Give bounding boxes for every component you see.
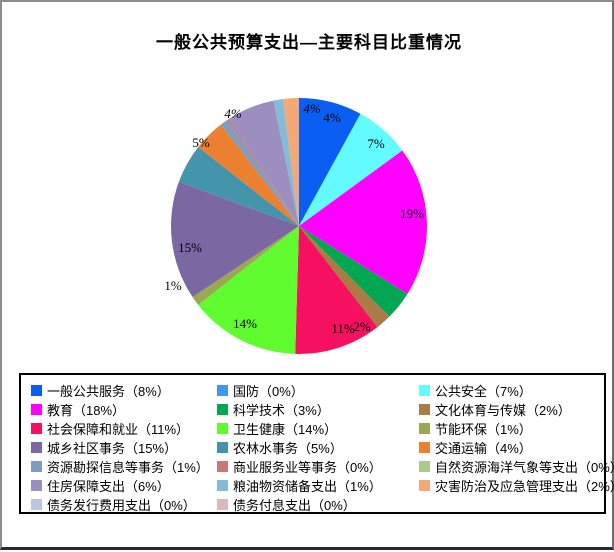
legend-label: 住房保障支出（6%） bbox=[47, 479, 170, 494]
legend-item: 灾害防治及应急管理支出（2%） bbox=[419, 476, 614, 495]
legend-label: 一般公共服务（8%） bbox=[47, 384, 170, 399]
legend-swatch bbox=[217, 423, 228, 434]
legend-label: 教育（18%） bbox=[47, 403, 126, 418]
pie-slice bbox=[282, 98, 299, 226]
legend-swatch bbox=[31, 442, 42, 453]
pie-slice bbox=[229, 100, 299, 226]
chart-title: 一般公共预算支出—主要科目比重情况 bbox=[156, 33, 462, 52]
legend-swatch bbox=[31, 423, 42, 434]
legend-item: 科学技术（3%） bbox=[217, 400, 419, 419]
pie-slice bbox=[192, 226, 299, 305]
legend-item: 社会保障和就业（11%） bbox=[31, 419, 217, 438]
legend-item: 卫生健康（14%） bbox=[217, 419, 419, 438]
pie-slice-label: 2% bbox=[353, 319, 371, 334]
pie-slice bbox=[299, 113, 403, 226]
legend-swatch bbox=[217, 404, 228, 415]
pie-slice bbox=[299, 98, 361, 226]
legend-label: 债务发行费用支出（0%） bbox=[47, 498, 196, 513]
pie-slice bbox=[178, 147, 299, 226]
pie-slice-label: 4% bbox=[303, 101, 321, 116]
legend-item: 债务付息支出（0%） bbox=[217, 495, 419, 514]
legend-item: 粮油物资储备支出（1%） bbox=[217, 476, 419, 495]
pie-slice bbox=[198, 124, 299, 226]
pie-slice-label: 7% bbox=[367, 136, 385, 151]
pie-slice-label: 4% bbox=[323, 110, 341, 125]
legend-label: 公共安全（7%） bbox=[435, 384, 532, 399]
legend-swatch bbox=[419, 404, 430, 415]
pie-slice-label: 19% bbox=[400, 206, 424, 221]
legend-item: 自然资源海洋气象等支出（0%） bbox=[419, 457, 614, 476]
legend-label: 商业服务业等事务（0%） bbox=[233, 460, 382, 475]
legend-item: 农林水事务（5%） bbox=[217, 438, 419, 457]
legend-label: 社会保障和就业（11%） bbox=[47, 422, 190, 437]
legend-swatch bbox=[217, 499, 228, 510]
pie-slice bbox=[170, 181, 299, 298]
legend-swatch bbox=[217, 385, 228, 396]
legend-item: 一般公共服务（8%） bbox=[31, 381, 217, 400]
legend-item: 商业服务业等事务（0%） bbox=[217, 457, 419, 476]
pie-slice bbox=[198, 226, 299, 354]
legend-swatch bbox=[419, 423, 430, 434]
legend-label: 科学技术（3%） bbox=[233, 403, 330, 418]
legend-item: 节能环保（1%） bbox=[419, 419, 604, 438]
legend-label: 农林水事务（5%） bbox=[233, 441, 343, 456]
pie-slice-label: 15% bbox=[178, 240, 202, 255]
pie-slice-label: 4% bbox=[224, 106, 242, 121]
legend-swatch bbox=[419, 385, 430, 396]
pie-slice-label: 5% bbox=[192, 135, 210, 150]
legend-item: 教育（18%） bbox=[31, 400, 217, 419]
pie-slice bbox=[299, 226, 408, 317]
legend-swatch bbox=[31, 461, 42, 472]
chart-legend: 一般公共服务（8%） 国防（0%） 公共安全（7%） 教育（18%） 科学技术（3%） 文… bbox=[19, 373, 614, 514]
legend-item: 城乡社区事务（15%） bbox=[31, 438, 217, 457]
legend-label: 资源勘探信息等事务（1%） bbox=[47, 460, 209, 475]
legend-swatch bbox=[31, 480, 42, 491]
legend-swatch bbox=[31, 385, 42, 396]
legend-label: 节能环保（1%） bbox=[435, 422, 532, 437]
legend-swatch bbox=[419, 442, 430, 453]
legend-item: 国防（0%） bbox=[217, 381, 419, 400]
legend-swatch bbox=[217, 461, 228, 472]
legend-swatch bbox=[31, 499, 42, 510]
pie-slice bbox=[227, 118, 299, 226]
pie-slice bbox=[299, 150, 427, 295]
legend-label: 债务付息支出（0%） bbox=[233, 498, 356, 513]
pie-slice-label: 1% bbox=[164, 278, 182, 293]
legend-swatch bbox=[217, 442, 228, 453]
legend-swatch bbox=[419, 480, 430, 491]
pie-slice bbox=[221, 119, 299, 226]
pie-slice bbox=[295, 226, 378, 354]
legend-label: 灾害防治及应急管理支出（2%） bbox=[435, 479, 614, 494]
pie-slice bbox=[299, 226, 390, 328]
legend-label: 城乡社区事务（15%） bbox=[47, 441, 178, 456]
legend-label: 国防（0%） bbox=[233, 384, 304, 399]
pie-slice-label: 14% bbox=[233, 316, 257, 331]
legend-label: 卫生健康（14%） bbox=[233, 422, 338, 437]
legend-label: 粮油物资储备支出（1%） bbox=[233, 479, 382, 494]
legend-label: 文化体育与传媒（2%） bbox=[435, 403, 571, 418]
legend-item: 交通运输（4%） bbox=[419, 438, 604, 457]
legend-item: 债务发行费用支出（0%） bbox=[31, 495, 217, 514]
legend-swatch bbox=[31, 404, 42, 415]
legend-item: 资源勘探信息等事务（1%） bbox=[31, 457, 217, 476]
legend-label: 自然资源海洋气象等支出（0%） bbox=[435, 460, 614, 475]
legend-item: 公共安全（7%） bbox=[419, 381, 604, 400]
legend-swatch bbox=[217, 480, 228, 491]
legend-item: 文化体育与传媒（2%） bbox=[419, 400, 604, 419]
legend-label: 交通运输（4%） bbox=[435, 441, 532, 456]
legend-item: 住房保障支出（6%） bbox=[31, 476, 217, 495]
legend-swatch bbox=[419, 461, 430, 472]
pie-slice-label: 11% bbox=[331, 321, 355, 336]
pie-slice bbox=[273, 99, 299, 226]
